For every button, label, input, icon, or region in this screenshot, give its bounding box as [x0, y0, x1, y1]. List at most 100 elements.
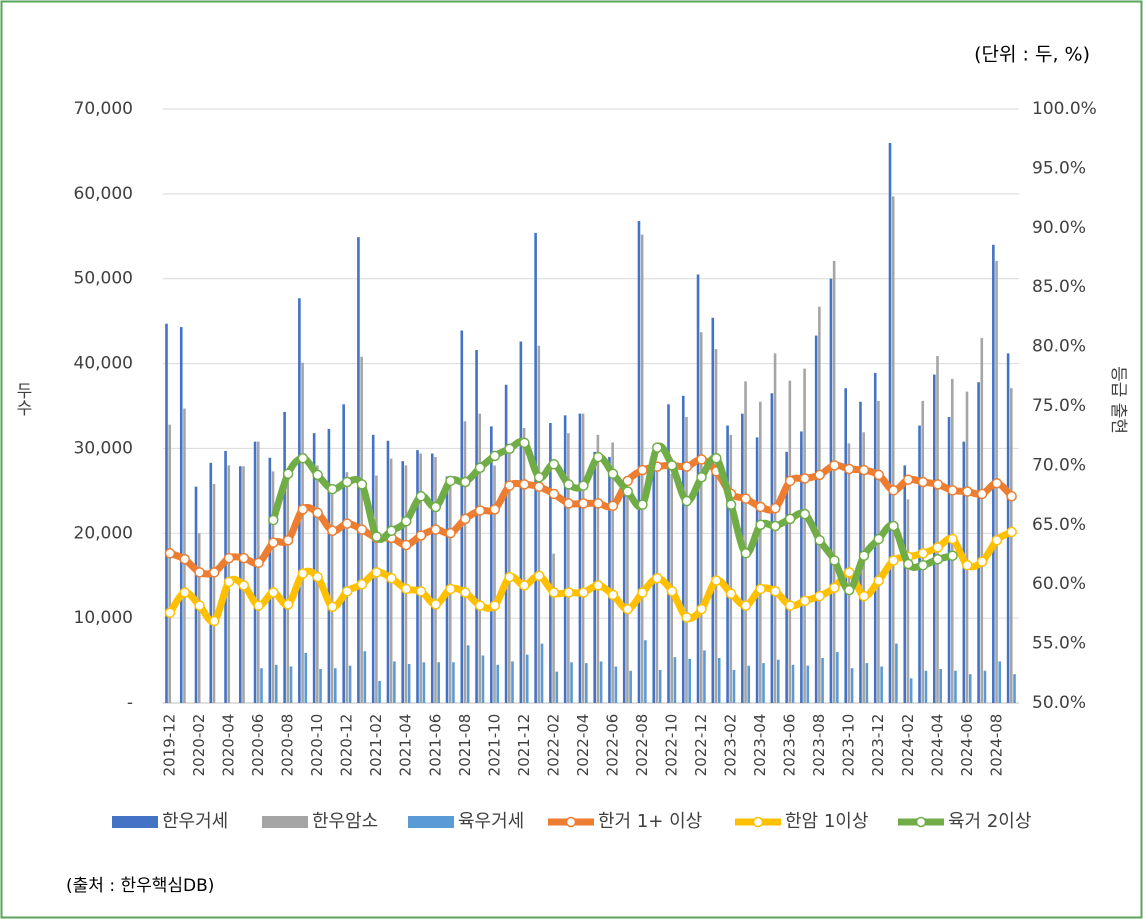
x-tick-label: 2024-08 [987, 714, 1005, 777]
line-marker [725, 499, 737, 510]
line-marker [637, 464, 648, 476]
line-marker [297, 568, 309, 579]
bar [463, 421, 467, 703]
bar [567, 433, 570, 703]
bar [626, 490, 629, 703]
line-marker [415, 530, 427, 541]
bar [729, 434, 733, 703]
bar [511, 661, 514, 703]
line-marker [504, 443, 515, 455]
y2-tick-label: 70.0% [1032, 455, 1086, 475]
line-marker [799, 508, 811, 520]
bar [965, 391, 969, 703]
line-marker [592, 451, 604, 463]
line-marker [400, 515, 412, 527]
line-marker [740, 600, 752, 611]
bar [747, 665, 751, 703]
legend-swatch [112, 816, 158, 828]
bar [312, 433, 316, 703]
bar [968, 674, 972, 703]
bar [924, 670, 928, 703]
x-tick-label: 2022-10 [663, 714, 681, 777]
bar [478, 413, 482, 703]
y2-tick-label: 75.0% [1032, 396, 1086, 416]
line-marker [282, 534, 294, 546]
bar [274, 664, 278, 703]
line-marker [474, 462, 486, 474]
x-tick-label: 2022-04 [574, 714, 592, 777]
x-tick-label: 2023-12 [869, 714, 887, 777]
line-marker [400, 539, 412, 551]
y-tick-label: 10,000 [74, 608, 133, 628]
line-marker [711, 453, 722, 464]
bar [563, 415, 567, 703]
line-marker [474, 505, 486, 516]
bar [818, 306, 821, 703]
bar [522, 428, 526, 703]
bar [327, 428, 331, 703]
line-marker [563, 498, 574, 509]
line-marker [637, 587, 648, 598]
line-marker [976, 488, 988, 500]
line-marker [755, 501, 766, 513]
bar [386, 440, 390, 703]
bar [637, 221, 641, 704]
line-marker [400, 583, 412, 595]
line-marker [740, 493, 752, 504]
bar [932, 374, 936, 703]
bar [909, 678, 913, 703]
line-marker [578, 480, 589, 491]
line-marker [947, 485, 958, 496]
line-marker [533, 481, 545, 493]
line-marker [903, 558, 914, 570]
line-marker [312, 507, 323, 519]
line-marker [460, 513, 471, 525]
bar [549, 422, 552, 703]
bar [271, 471, 275, 703]
y2-tick-label: 95.0% [1032, 158, 1086, 178]
line-marker [430, 524, 442, 535]
line-marker [548, 587, 560, 598]
line-marker [179, 554, 190, 565]
bar [814, 335, 818, 703]
bar [316, 465, 319, 703]
bar [197, 533, 201, 703]
bar [253, 441, 257, 703]
line-marker [563, 479, 574, 490]
bar [888, 142, 892, 703]
bar [803, 368, 806, 703]
line-marker [297, 453, 309, 464]
x-tick-label: 2023-04 [751, 714, 769, 777]
bar [983, 670, 987, 703]
legend-label: 육우거세 [458, 811, 524, 832]
y-tick-label: 70,000 [74, 99, 133, 119]
line-marker [164, 548, 176, 559]
bar [836, 652, 839, 703]
bar [744, 381, 747, 703]
line-marker [253, 557, 264, 569]
bar [998, 661, 1002, 703]
line-marker [415, 491, 427, 502]
line-marker [903, 474, 914, 485]
line-marker [814, 469, 825, 481]
bar [256, 441, 260, 703]
line-marker [681, 461, 693, 472]
bar [378, 680, 381, 703]
y-tick-label: 40,000 [74, 354, 133, 374]
x-tick-label: 2020-12 [338, 714, 356, 777]
bar [980, 338, 984, 703]
bar [393, 661, 396, 703]
bar [519, 341, 523, 703]
bar [714, 349, 718, 703]
line-marker [445, 527, 456, 539]
bar [283, 411, 286, 703]
bar [699, 332, 703, 703]
bar [504, 384, 508, 703]
legend-label: 한암 1이상 [785, 811, 868, 832]
line-marker [371, 531, 382, 542]
bar [194, 486, 198, 703]
line-marker [519, 580, 530, 591]
line-marker [932, 542, 944, 553]
line-marker [622, 603, 633, 615]
bar [806, 665, 810, 703]
